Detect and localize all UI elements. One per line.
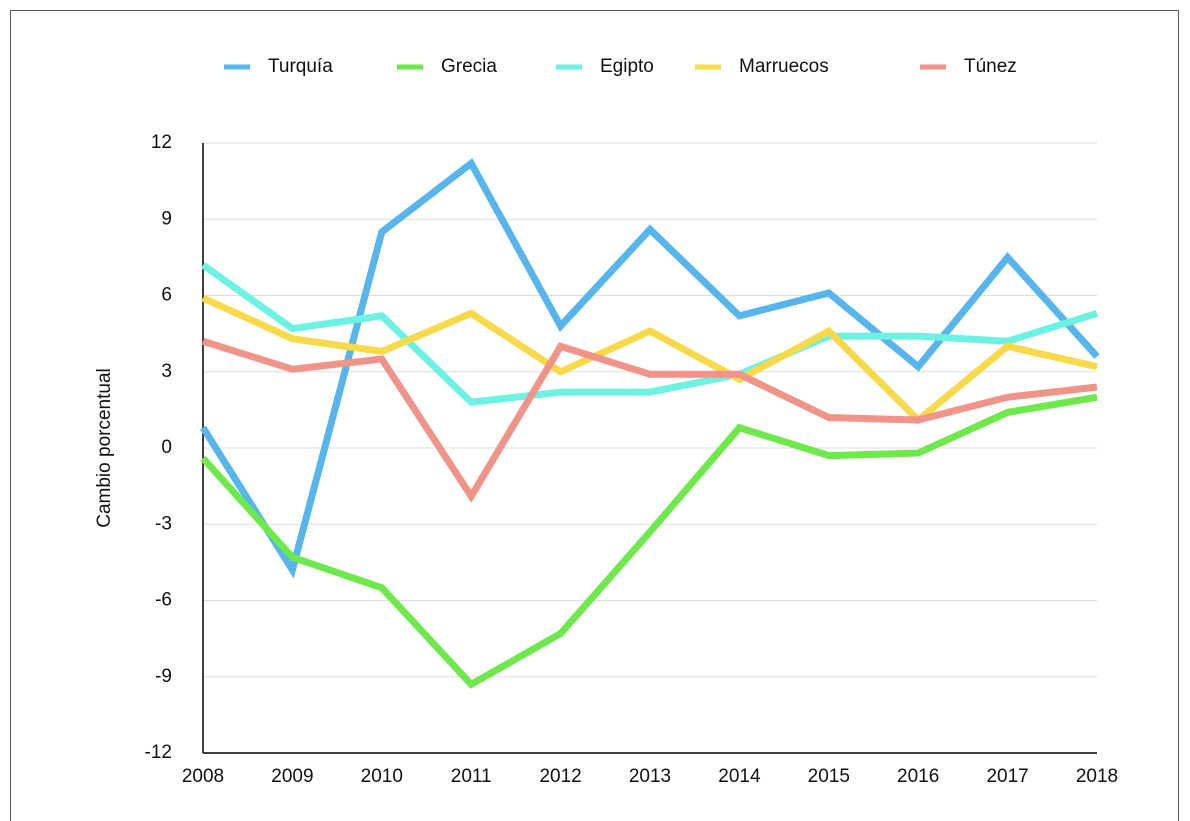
series-line xyxy=(200,262,1099,406)
x-tick-label: 2014 xyxy=(718,766,761,787)
x-tick-label: 2009 xyxy=(271,766,313,787)
x-tick-label: 2017 xyxy=(986,766,1028,787)
series-line xyxy=(201,294,1098,425)
y-tick-label: 9 xyxy=(161,208,172,229)
frame xyxy=(10,10,1179,821)
legend-label: Egipto xyxy=(600,56,654,77)
y-tick-label: 0 xyxy=(161,437,172,458)
y-tick-label: -3 xyxy=(155,513,172,534)
y-tick-label: -12 xyxy=(145,742,172,763)
legend-label: Marruecos xyxy=(739,56,829,77)
x-tick-label: 2012 xyxy=(539,766,581,787)
y-tick-label: 3 xyxy=(161,361,172,382)
x-tick-label: 2010 xyxy=(361,766,403,787)
legend-label: Túnez xyxy=(964,56,1017,77)
y-tick-label: -9 xyxy=(155,666,172,687)
y-tick-label: 12 xyxy=(151,132,172,153)
x-tick-label: 2008 xyxy=(182,766,224,787)
x-tick-label: 2015 xyxy=(808,766,850,787)
x-tick-label: 2018 xyxy=(1076,766,1118,787)
legend-label: Grecia xyxy=(441,56,497,77)
x-tick-label: 2013 xyxy=(629,766,671,787)
x-tick-label: 2011 xyxy=(451,766,492,787)
series-line xyxy=(200,393,1098,689)
series-line xyxy=(201,337,1098,503)
legend-label: Turquía xyxy=(268,56,333,77)
y-tick-label: 6 xyxy=(161,285,172,306)
y-axis-label: Cambio porcentual xyxy=(94,368,115,527)
x-tick-label: 2016 xyxy=(897,766,939,787)
y-tick-label: -6 xyxy=(155,590,172,611)
